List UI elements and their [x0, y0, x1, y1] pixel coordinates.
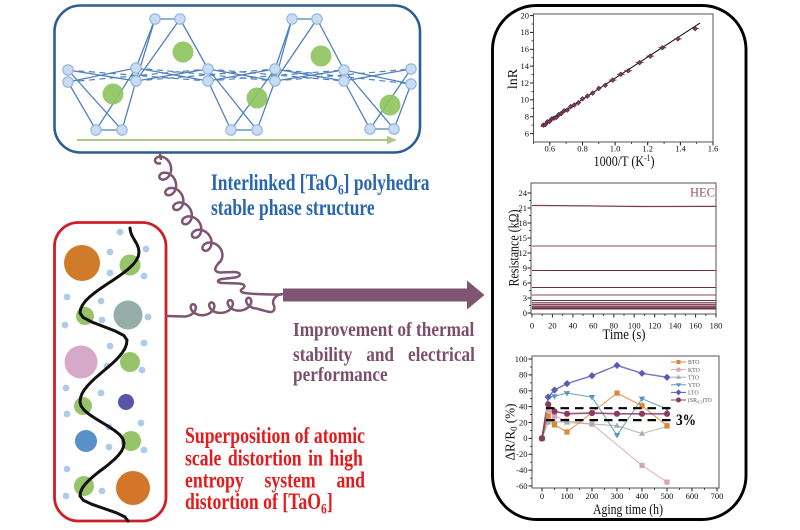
svg-text:500: 500	[661, 491, 674, 501]
svg-text:YTO: YTO	[688, 383, 700, 389]
svg-text:20: 20	[548, 321, 557, 331]
svg-text:600: 600	[686, 491, 699, 501]
svg-text:performance: performance	[293, 364, 388, 387]
svg-text:0.8: 0.8	[577, 144, 588, 154]
svg-text:6: 6	[525, 128, 529, 138]
svg-text:100: 100	[628, 321, 641, 331]
svg-text:LTO: LTO	[688, 391, 699, 397]
svg-text:80: 80	[519, 370, 528, 380]
svg-text:Interlinked [TaO6] polyhedra: Interlinked [TaO6] polyhedra	[211, 171, 430, 198]
svg-text:1.4: 1.4	[675, 144, 686, 154]
svg-text:12: 12	[519, 248, 528, 258]
svg-text:100: 100	[561, 491, 574, 501]
svg-text:120: 120	[648, 321, 661, 331]
svg-text:200: 200	[586, 491, 599, 501]
svg-text:Aging time (h): Aging time (h)	[593, 502, 663, 518]
svg-text:(SR0.5)TO: (SR0.5)TO	[688, 397, 712, 404]
svg-text:1000/T (K-1): 1000/T (K-1)	[594, 153, 655, 170]
svg-text:lnR: lnR	[506, 68, 521, 89]
svg-text:15: 15	[519, 233, 528, 243]
svg-text:-40: -40	[516, 465, 527, 475]
svg-text:-60: -60	[516, 481, 527, 491]
svg-text:Resistance (kΩ): Resistance (kΩ)	[507, 210, 523, 287]
svg-text:6: 6	[523, 278, 527, 288]
svg-text:scale distortion in high: scale distortion in high	[185, 446, 363, 471]
svg-text:8: 8	[525, 112, 529, 122]
svg-text:60: 60	[519, 386, 528, 396]
svg-text:0.6: 0.6	[544, 144, 555, 154]
svg-text:0: 0	[530, 321, 534, 331]
svg-text:700: 700	[711, 491, 724, 501]
svg-text:1.6: 1.6	[708, 144, 719, 154]
svg-text:18: 18	[521, 27, 530, 37]
svg-text:1.2: 1.2	[642, 144, 653, 154]
svg-text:entropy system and: entropy system and	[185, 468, 366, 493]
svg-text:160: 160	[689, 321, 702, 331]
svg-text:1.0: 1.0	[610, 144, 621, 154]
svg-text:0: 0	[523, 433, 527, 443]
svg-text:400: 400	[636, 491, 649, 501]
svg-text:0: 0	[540, 491, 544, 501]
svg-text:60: 60	[589, 321, 598, 331]
svg-text:distortion of [TaO6]: distortion of [TaO6]	[185, 490, 333, 517]
svg-text:40: 40	[569, 321, 578, 331]
svg-text:9: 9	[523, 263, 527, 273]
svg-text:stable phase structure: stable phase structure	[211, 196, 375, 221]
svg-text:Improvement of thermal: Improvement of thermal	[293, 319, 474, 342]
svg-text:14: 14	[521, 61, 530, 71]
svg-text:BTO: BTO	[688, 360, 700, 366]
svg-text:20: 20	[521, 10, 530, 20]
svg-text:300: 300	[611, 491, 624, 501]
svg-text:80: 80	[610, 321, 619, 331]
svg-text:Time (s): Time (s)	[603, 327, 646, 343]
svg-text:3: 3	[523, 293, 527, 303]
svg-text:24: 24	[519, 188, 528, 198]
svg-text:16: 16	[521, 44, 530, 54]
svg-text:3%: 3%	[676, 412, 696, 429]
svg-text:100: 100	[515, 354, 528, 364]
svg-text:21: 21	[519, 203, 528, 213]
svg-text:20: 20	[519, 417, 528, 427]
svg-text:140: 140	[669, 321, 682, 331]
svg-text:12: 12	[521, 78, 530, 88]
svg-text:10: 10	[521, 95, 530, 105]
svg-text:Superposition of atomic: Superposition of atomic	[185, 424, 365, 449]
svg-text:HEC: HEC	[690, 186, 715, 200]
svg-text:0: 0	[523, 308, 527, 318]
svg-text:40: 40	[519, 401, 528, 411]
svg-text:TTO: TTO	[688, 375, 699, 381]
svg-text:KTO: KTO	[688, 368, 700, 374]
svg-text:18: 18	[519, 218, 528, 228]
svg-text:-20: -20	[516, 449, 527, 459]
svg-text:180: 180	[710, 321, 723, 331]
svg-text:ΔR/R0 (%): ΔR/R0 (%)	[503, 404, 520, 461]
svg-text:stability and electrical: stability and electrical	[293, 344, 475, 367]
